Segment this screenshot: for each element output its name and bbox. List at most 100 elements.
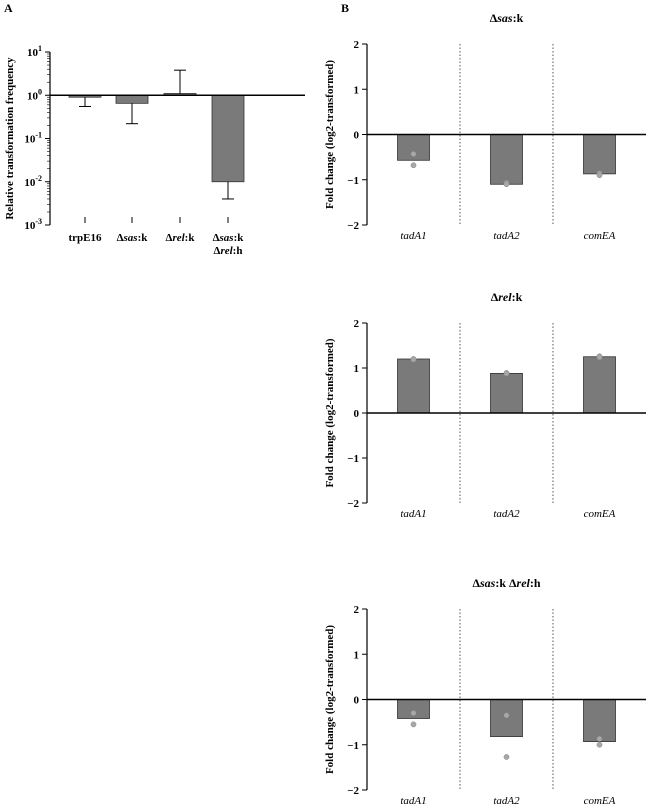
x-tick-label-part: :h	[233, 245, 243, 257]
x-tick-label-part: trpE16	[69, 232, 103, 244]
y-tick-base: 10	[27, 90, 39, 102]
data-point	[596, 354, 603, 361]
chart-title-part: sas	[496, 11, 513, 25]
y-tick-label: 100	[27, 87, 42, 102]
x-tick-label-part: :k	[138, 232, 149, 244]
y-tick-base: 10	[27, 47, 39, 59]
data-point	[596, 736, 603, 742]
bar	[583, 356, 616, 414]
y-tick-exponent: 0	[38, 87, 42, 96]
bar	[490, 372, 523, 414]
y-tick-exponent: -2	[35, 174, 42, 183]
data-point	[503, 370, 510, 377]
chart-a-transformation-frequency: Relative transformation frequency1011001…	[4, 44, 305, 257]
y-tick-label: −1	[347, 175, 359, 187]
chart-title-part: rel	[517, 576, 531, 590]
x-tick-label: tadA2	[493, 508, 520, 520]
y-tick-label: −2	[347, 785, 359, 797]
chart-title-part: Δ	[491, 290, 499, 304]
y-tick-label: 10-2	[24, 174, 42, 189]
x-tick-label: tadA1	[400, 230, 426, 242]
chart-title: Δsas:k Δrel:h	[472, 576, 540, 590]
x-tick-label: Δrel:k	[166, 232, 196, 244]
chart-title-part: rel	[498, 290, 512, 304]
chart-title-part: Δ	[490, 11, 498, 25]
y-axis-label: Fold change (log2-transformed)	[324, 338, 336, 487]
y-axis-label: Relative transformation frequency	[4, 57, 16, 220]
data-point	[503, 754, 510, 760]
chart-b-sas-k: Δsas:k Fold change (log2-transformed) 2 1 0 −…	[324, 11, 646, 242]
x-tick-label: tadA1	[400, 795, 426, 807]
y-tick-label: −1	[347, 453, 359, 465]
chart-title-part: :k	[512, 290, 523, 304]
x-tick-label: Δrel:h	[214, 245, 243, 257]
y-tick-label: 0	[354, 695, 360, 707]
chart-title-part: sas	[479, 576, 496, 590]
x-tick-label-part: Δ	[117, 232, 124, 244]
data-point	[410, 162, 417, 169]
data-point	[596, 172, 603, 179]
data-point	[410, 710, 417, 716]
y-tick-label: 2	[354, 39, 360, 51]
bar	[490, 134, 523, 185]
y-tick-base: 10	[24, 220, 36, 232]
chart-title-part: :k	[513, 11, 524, 25]
x-tick-label-part: :k	[185, 232, 196, 244]
x-tick-label-part: :k	[234, 232, 245, 244]
x-tick-label: Δsas:k	[117, 232, 149, 244]
x-tick-label: Δsas:k	[213, 232, 245, 244]
y-tick-label: 0	[354, 408, 360, 420]
data-point	[596, 741, 603, 748]
y-axis-label: Fold change (log2-transformed)	[324, 60, 336, 209]
y-tick-exponent: -1	[35, 131, 42, 140]
x-tick-label: trpE16	[69, 232, 103, 244]
x-tick-label-part: rel	[172, 232, 185, 244]
x-tick-label-part: Δ	[214, 245, 221, 257]
y-tick-label: 1	[354, 363, 360, 375]
x-tick-label-part: sas	[219, 232, 234, 244]
data-point	[410, 356, 417, 363]
y-tick-label: −2	[347, 498, 359, 510]
y-tick-base: 10	[24, 134, 36, 146]
y-tick-label: 10-1	[24, 131, 42, 146]
bar	[211, 94, 245, 183]
y-tick-exponent: 1	[38, 44, 42, 53]
y-tick-exponent: -3	[35, 217, 42, 226]
chart-title: Δrel:k	[491, 290, 523, 304]
panel-label-b: B	[341, 1, 349, 15]
y-tick-label: 2	[354, 604, 360, 616]
y-tick-label: 2	[354, 318, 360, 330]
data-point	[410, 721, 417, 728]
bar	[397, 358, 430, 414]
chart-b-sas-k-rel-h: Δsas:k Δrel:h Fold change (log2-transform…	[324, 576, 646, 807]
x-tick-label-part: sas	[123, 232, 138, 244]
y-tick-label: 1	[354, 649, 360, 661]
y-tick-label: 101	[27, 44, 42, 59]
bar	[115, 94, 149, 104]
x-tick-label: comEA	[584, 795, 616, 807]
x-tick-label: tadA1	[400, 508, 426, 520]
bar	[490, 699, 523, 738]
y-axis-label: Fold change (log2-transformed)	[324, 625, 336, 774]
chart-b-rel-k: Δrel:k Fold change (log2-transformed) 2 1 0 −…	[324, 290, 646, 520]
x-tick-label: comEA	[584, 230, 616, 242]
y-tick-label: 10-3	[24, 217, 42, 232]
x-tick-label: comEA	[584, 508, 616, 520]
x-tick-label-part: Δ	[166, 232, 173, 244]
chart-title-part: :h	[530, 576, 541, 590]
x-tick-label-part: Δ	[213, 232, 220, 244]
x-tick-label: tadA2	[493, 230, 520, 242]
chart-title-part: Δ	[472, 576, 480, 590]
data-point	[410, 151, 417, 157]
bar	[583, 134, 616, 175]
x-tick-label: tadA2	[493, 795, 520, 807]
y-tick-label: −1	[347, 740, 359, 752]
data-point	[503, 181, 510, 188]
panel-label-a: A	[4, 1, 13, 15]
chart-title-part: :k Δ	[495, 576, 517, 590]
y-tick-label: 0	[354, 130, 360, 142]
data-point	[503, 712, 510, 719]
x-tick-label-part: rel	[220, 245, 233, 257]
bar	[583, 699, 616, 742]
